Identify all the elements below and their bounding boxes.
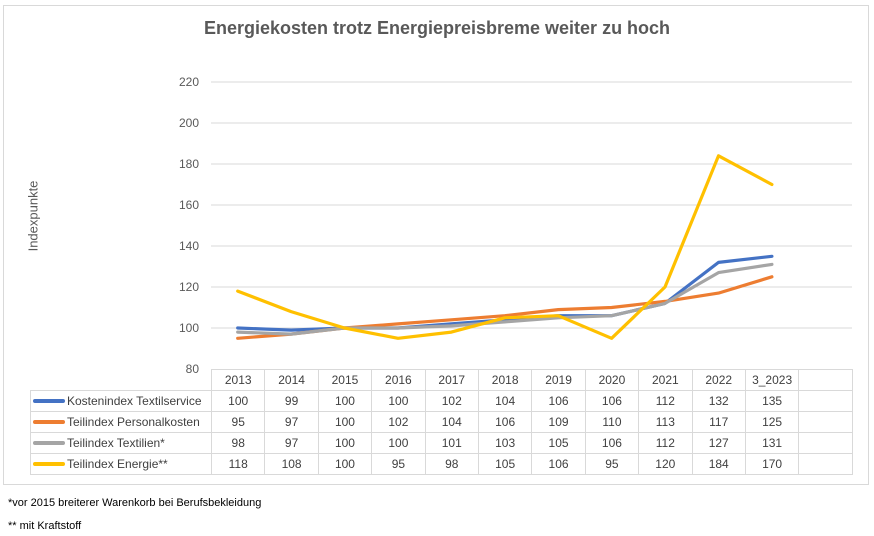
- y-tick-label: 200: [179, 116, 199, 130]
- data-label: 102: [371, 411, 426, 433]
- data-label: 101: [424, 432, 479, 454]
- data-label: 102: [424, 390, 479, 412]
- legend-label: Kostenindex Textilservice: [67, 394, 202, 408]
- data-label: 132: [691, 390, 746, 412]
- data-label: 106: [477, 411, 533, 433]
- data-label: 100: [371, 390, 426, 412]
- data-label: [798, 411, 853, 433]
- series-line-4: [236, 154, 774, 340]
- data-label: 106: [584, 390, 640, 412]
- data-label: 100: [317, 390, 373, 412]
- y-tick-label: 220: [179, 75, 199, 89]
- x-tick-label: 2014: [264, 369, 319, 391]
- footnote-1: *vor 2015 breiterer Warenkorb bei Berufs…: [8, 497, 262, 509]
- legend-swatch: [33, 419, 65, 424]
- data-label: 110: [584, 411, 640, 433]
- legend-swatch: [33, 398, 65, 403]
- x-tick-label: 2013: [210, 369, 266, 391]
- data-label: 98: [424, 453, 479, 475]
- x-tick-label: 2019: [531, 369, 586, 391]
- data-label: 125: [744, 411, 800, 433]
- data-label: 108: [264, 453, 319, 475]
- table-header-row: 2013 2014 2015 2016 2017 2018 2019 2020 2021 2022…: [30, 369, 853, 391]
- data-label: 109: [531, 411, 586, 433]
- data-label: 98: [210, 432, 266, 454]
- data-label: [798, 390, 853, 412]
- data-label: 112: [638, 390, 693, 412]
- data-label: 106: [531, 390, 586, 412]
- data-table: 2013 2014 2015 2016 2017 2018 2019 2020 2021 2022…: [30, 369, 853, 475]
- data-label: 95: [371, 453, 426, 475]
- x-tick-label: 2015: [317, 369, 373, 391]
- table-row: Teilindex Personalkosten 95 97 100 102 104 106…: [30, 411, 853, 433]
- data-label: 127: [691, 432, 746, 454]
- legend-label: Teilindex Textilien*: [67, 436, 165, 450]
- data-label: 100: [210, 390, 266, 412]
- data-label: 100: [371, 432, 426, 454]
- legend-entry: Teilindex Energie**: [30, 453, 212, 475]
- x-tick-label: [798, 369, 853, 391]
- data-label: 100: [317, 453, 373, 475]
- y-tick-label: 180: [179, 157, 199, 171]
- legend-entry: Teilindex Personalkosten: [30, 411, 212, 433]
- x-tick-label: 2016: [371, 369, 426, 391]
- data-label: 135: [744, 390, 800, 412]
- table-row: Kostenindex Textilservice 100 99 100 100 102 1…: [30, 390, 853, 412]
- x-tick-label: 2020: [584, 369, 640, 391]
- gridlines: [211, 81, 852, 329]
- data-label: 113: [638, 411, 693, 433]
- data-label: 100: [317, 411, 373, 433]
- data-label: 106: [584, 432, 640, 454]
- series-line-3: [236, 262, 774, 336]
- x-tick-label: 2021: [638, 369, 693, 391]
- y-tick-label: 160: [179, 198, 199, 212]
- data-label: 103: [477, 432, 533, 454]
- data-label: [798, 453, 853, 475]
- data-label: 184: [691, 453, 746, 475]
- data-label: 99: [264, 390, 319, 412]
- data-label: 120: [638, 453, 693, 475]
- x-tick-label: 2022: [691, 369, 746, 391]
- data-label: 131: [744, 432, 800, 454]
- legend-entry: Teilindex Textilien*: [30, 432, 212, 454]
- data-label: 117: [691, 411, 746, 433]
- data-label: 105: [531, 432, 586, 454]
- data-label: 118: [210, 453, 266, 475]
- x-tick-label: 2017: [424, 369, 479, 391]
- data-label: 95: [210, 411, 266, 433]
- legend-label: Teilindex Personalkosten: [67, 415, 200, 429]
- data-label: 170: [744, 453, 800, 475]
- series-lines: [236, 154, 774, 340]
- chart-title: Energiekosten trotz Energiepreisbreme we…: [203, 18, 671, 38]
- legend-swatch: [33, 440, 65, 445]
- data-label: 104: [477, 390, 533, 412]
- data-label: [798, 432, 853, 454]
- data-label: 97: [264, 432, 319, 454]
- table-corner: [30, 369, 212, 391]
- table-row: Teilindex Energie** 118 108 100 95 98 105 106 95…: [30, 453, 853, 475]
- data-label: 105: [477, 453, 533, 475]
- data-label: 97: [264, 411, 319, 433]
- y-tick-label: 140: [179, 239, 199, 253]
- x-tick-label: 3_2023: [744, 369, 800, 391]
- data-label: 100: [317, 432, 373, 454]
- legend-entry: Kostenindex Textilservice: [30, 390, 212, 412]
- legend-swatch: [33, 461, 65, 466]
- x-tick-label: 2018: [477, 369, 533, 391]
- footnote-2: ** mit Kraftstoff: [8, 520, 82, 532]
- legend-label: Teilindex Energie**: [67, 457, 168, 471]
- data-label: 106: [531, 453, 586, 475]
- data-label: 95: [584, 453, 640, 475]
- data-label: 112: [638, 432, 693, 454]
- y-tick-label: 100: [179, 321, 199, 335]
- table-row: Teilindex Textilien* 98 97 100 100 101 103 105 1…: [30, 432, 853, 454]
- y-tick-label: 120: [179, 280, 199, 294]
- data-label: 104: [424, 411, 479, 433]
